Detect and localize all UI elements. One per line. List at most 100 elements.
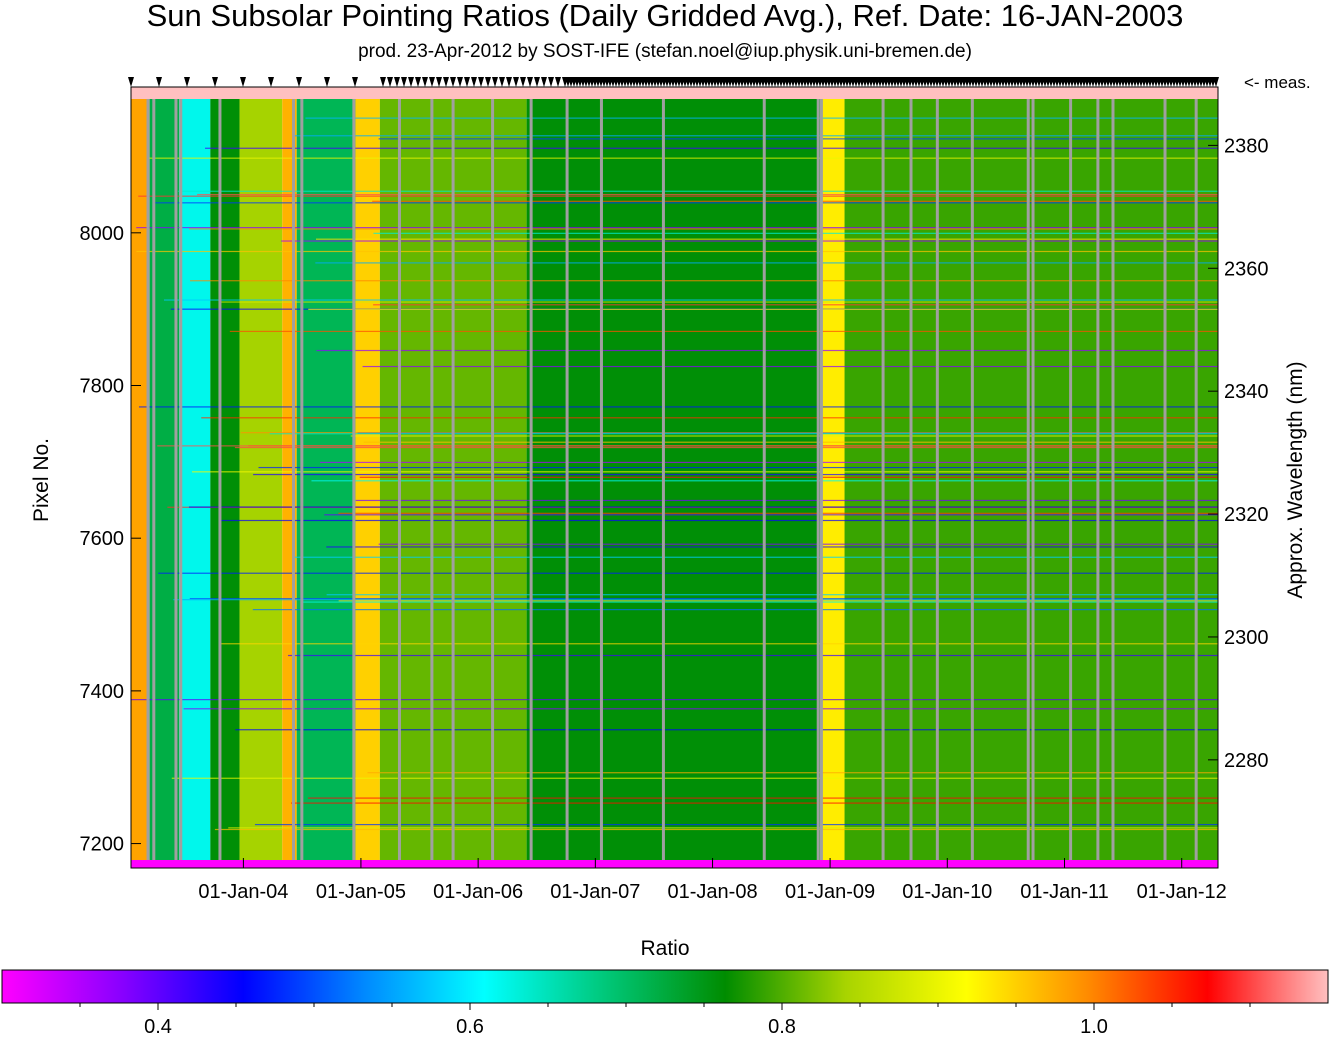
- data-gap-line: [397, 87, 401, 868]
- heatmap-row-stripe: [190, 280, 1218, 282]
- heatmap-row-stripe: [316, 349, 1218, 352]
- heatmap-row-stripe: [305, 117, 1218, 119]
- heatmap-row-stripe: [157, 445, 1218, 447]
- data-gap-line: [599, 87, 603, 868]
- data-gap-line: [935, 87, 939, 868]
- heatmap-row-stripe: [253, 473, 1218, 476]
- measurement-marker: [534, 77, 540, 87]
- measurement-marker: [408, 77, 414, 87]
- heatmap-row-stripe: [311, 480, 1218, 482]
- measurement-marker: [450, 77, 456, 87]
- measurement-marker: [548, 77, 554, 87]
- colorbar-ticks: 0.4 0.6 0.8 1.0: [79, 1003, 1251, 1038]
- heatmap-row-stripe: [234, 446, 1218, 449]
- measurement-marker: [240, 77, 246, 87]
- y2-axis-ticks: 2280 2300 2320 2340 2360 2380: [1208, 135, 1269, 772]
- data-gap-line: [291, 87, 295, 868]
- heatmap-row-stripe: [300, 601, 1218, 603]
- heatmap-row-stripe: [315, 262, 1218, 264]
- measurement-marker: [485, 77, 491, 87]
- colorbar-tick-label: 0.6: [456, 1016, 484, 1038]
- data-gap-line: [1026, 87, 1030, 868]
- y2-axis-label: Approx. Wavelength (nm): [1284, 361, 1307, 598]
- measurement-marker: [156, 77, 162, 87]
- heatmap-row-stripe: [173, 599, 1218, 601]
- data-gap-line: [970, 87, 974, 868]
- x-tick-label: 01-Jan-11: [1020, 881, 1109, 903]
- heatmap-row-stripe: [355, 499, 1218, 502]
- measurement-marker: [296, 77, 302, 87]
- measurement-marker: [506, 77, 512, 87]
- heatmap-row-stripe: [229, 330, 1218, 333]
- measurement-marker: [415, 77, 421, 87]
- measurement-marker: [324, 77, 330, 87]
- heatmap-row-stripe: [326, 594, 1218, 596]
- heatmap-row-stripe: [269, 433, 1218, 435]
- heatmap-row-stripe: [287, 654, 1218, 657]
- x-tick-label: 01-Jan-04: [198, 881, 288, 903]
- data-gap-line: [1163, 87, 1167, 868]
- heatmap-row-stripe: [326, 546, 1218, 548]
- x-tick-label: 01-Jan-06: [433, 881, 523, 903]
- data-gap-line: [1111, 87, 1115, 868]
- heatmap-row-stripe: [291, 802, 1218, 804]
- x-tick-label: 01-Jan-12: [1137, 881, 1227, 903]
- heatmap-row-stripe: [294, 556, 1218, 558]
- heatmap-row-stripe: [367, 772, 1218, 774]
- heatmap-row-stripe: [220, 519, 1218, 522]
- heatmap-row-stripe: [350, 435, 1218, 437]
- data-gap-lines: [146, 87, 1198, 868]
- heatmap-row-stripe: [281, 240, 1218, 242]
- measurement-marker: [401, 77, 407, 87]
- heatmap-row-stripe: [191, 471, 1218, 473]
- heatmap-row-stripe: [373, 232, 1218, 234]
- heatmap-row-stripe: [163, 299, 1218, 301]
- heatmap-row-stripe: [148, 157, 1218, 159]
- measurement-marker: [464, 77, 470, 87]
- measurement-marker: [212, 77, 218, 87]
- heatmap-row-stripe: [131, 699, 1218, 701]
- heatmap-row-stripe: [183, 708, 1218, 710]
- heatmap-row-stripe: [228, 827, 1218, 829]
- heatmap-row-stripe: [378, 138, 1218, 140]
- heatmap-row-stripe: [362, 365, 1218, 368]
- y-tick-label: 7800: [80, 376, 125, 398]
- measurement-marker: [352, 77, 358, 87]
- heatmap-row-stripe: [189, 597, 1218, 600]
- measurement-markers: [128, 77, 1219, 87]
- data-gap-line: [529, 87, 533, 868]
- heatmap-row-stripe: [188, 506, 1218, 508]
- heatmap-row-stripe: [320, 461, 1218, 464]
- y-tick-label: 7400: [80, 681, 125, 703]
- heatmap-row-stripe: [363, 441, 1218, 443]
- heatmap-row-stripe: [307, 797, 1218, 799]
- heatmap-row-stripe: [292, 135, 1218, 137]
- y2-tick-label: 2360: [1224, 258, 1269, 280]
- heatmap-row-stripe: [138, 406, 1218, 408]
- data-gap-line: [430, 87, 434, 868]
- heatmap-row-stripe: [136, 250, 1218, 253]
- heatmap-row-stripe: [220, 643, 1218, 645]
- y2-tick-label: 2300: [1224, 627, 1269, 649]
- heatmap-row-stripe: [158, 572, 1218, 574]
- x-tick-label: 01-Jan-09: [785, 881, 875, 903]
- measurement-marker: [555, 77, 561, 87]
- y-tick-label: 7200: [80, 834, 125, 856]
- data-gap-line: [819, 87, 823, 868]
- measurement-label: <- meas.: [1244, 73, 1311, 92]
- data-gap-line: [1031, 87, 1035, 868]
- heatmap-row-stripe: [254, 823, 1218, 826]
- data-gap-line: [881, 87, 885, 868]
- heatmap-cell: [179, 87, 211, 868]
- measurement-marker: [422, 77, 428, 87]
- measurement-marker: [387, 77, 393, 87]
- chart-title: Sun Subsolar Pointing Ratios (Daily Grid…: [147, 0, 1184, 33]
- heatmap-row-stripe: [378, 543, 1218, 545]
- measurement-marker: [184, 77, 190, 87]
- data-gap-line: [352, 87, 356, 868]
- data-gap-line: [179, 87, 183, 868]
- data-gap-line: [661, 87, 665, 868]
- magenta-bottom-band: [131, 860, 1218, 868]
- heatmap-row-stripe: [252, 609, 1218, 611]
- heatmap-row-stripe: [315, 238, 1218, 240]
